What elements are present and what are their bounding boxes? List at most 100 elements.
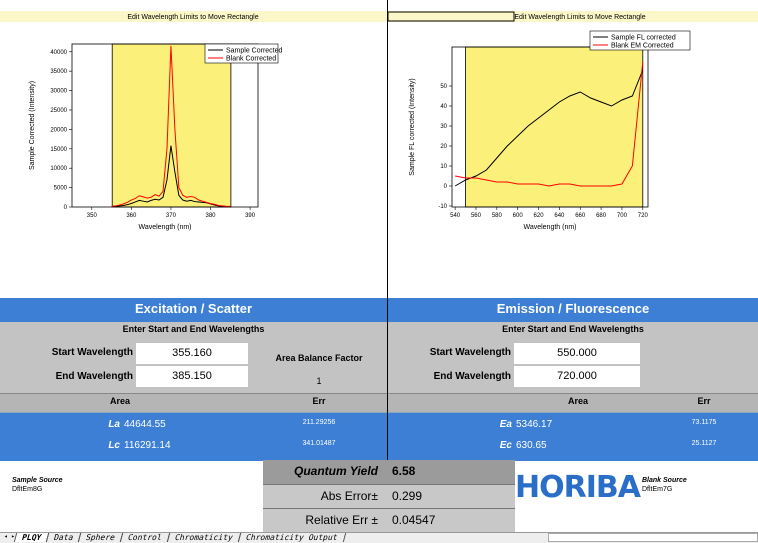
value: 0.04547	[392, 513, 436, 527]
row-line	[263, 508, 515, 509]
x-tick-label: 640	[554, 213, 565, 219]
x-tick-label: 600	[513, 213, 524, 219]
value: 1	[316, 376, 322, 386]
y-tick-label: 10000	[50, 166, 67, 172]
label: Start Wavelength	[429, 347, 511, 358]
value: 0.299	[392, 489, 423, 503]
row-label: Lc	[108, 440, 120, 451]
qy-row	[263, 460, 515, 484]
x-tick-label: 370	[166, 213, 177, 219]
x-tick-label: 720	[638, 213, 649, 219]
row-label: Ea	[499, 419, 512, 430]
x-tick-label: 700	[617, 213, 628, 219]
area-value: 44644.55	[124, 419, 166, 430]
y-axis-label: Sample Corrected (Intensity)	[29, 81, 36, 170]
value: DfltEm7G	[642, 486, 673, 493]
row-label: Ec	[499, 440, 512, 451]
y-tick-label: 40	[440, 104, 447, 110]
err-value: 73.1175	[691, 419, 717, 426]
y-tick-label: 50	[440, 84, 447, 90]
plots: Edit Wavelength Limits to Move Rectangle…	[0, 0, 758, 298]
legend	[589, 30, 691, 51]
table-header	[388, 393, 758, 412]
x-tick-label: 560	[471, 213, 482, 219]
table-header	[0, 393, 387, 412]
x-tick-label: 350	[87, 213, 98, 219]
y-tick-label: 0	[64, 205, 68, 211]
x-tick-label: 390	[245, 213, 256, 219]
column-header: Err	[697, 396, 711, 406]
legend-label: Sample Corrected	[226, 48, 283, 55]
column-header: Err	[312, 396, 326, 406]
area-value: 630.65	[516, 440, 547, 451]
x-tick-label: 680	[596, 213, 607, 219]
input[interactable]: 550.000	[514, 343, 640, 364]
y-tick-label: 20	[440, 144, 447, 150]
label: Abs Error±	[320, 489, 378, 503]
sheet-tab[interactable]: Control	[120, 533, 171, 542]
section-title: Emission / Fluorescence	[388, 298, 758, 322]
selection-rect	[111, 43, 232, 208]
x-tick-label: 380	[206, 213, 217, 219]
y-tick-label: 40000	[50, 50, 67, 56]
x-tick-label: 580	[492, 213, 503, 219]
y-tick-label: 10	[440, 164, 447, 170]
x-axis-label: Wavelength (nm)	[138, 224, 191, 231]
y-tick-label: -10	[438, 204, 447, 210]
label: Sample Source	[12, 477, 63, 484]
err-value: 341.01487	[302, 440, 336, 447]
tab-arrows[interactable]: ◂ ▸	[4, 533, 15, 540]
header-bar	[0, 11, 387, 22]
legend-label: Sample FL corrected	[611, 35, 676, 42]
y-tick-label: 0	[444, 184, 448, 190]
y-tick-label: 35000	[50, 69, 67, 75]
subtitle: Enter Start and End Wavelengths	[502, 324, 644, 334]
y-tick-label: 5000	[54, 186, 68, 192]
legend	[204, 43, 279, 64]
series-line	[454, 69, 644, 187]
sheet-tab[interactable]: Sphere	[78, 533, 124, 542]
legend-label: Blank EM Corrected	[611, 43, 674, 50]
area-value: 116291.14	[124, 440, 171, 451]
result-rows	[388, 412, 758, 461]
section-title: Excitation / Scatter	[0, 298, 387, 322]
tab-bar	[0, 532, 758, 543]
label: End Wavelength	[55, 371, 133, 382]
area-value: 5346.17	[516, 419, 553, 430]
divider	[387, 298, 388, 460]
input[interactable]: 720.000	[514, 366, 640, 387]
result-rows	[0, 412, 387, 461]
sheet-tab[interactable]: Chromaticity	[166, 533, 242, 542]
input[interactable]: 385.150	[136, 366, 248, 387]
tabs: ◂ ▸ PLQY Data Sphere Control Chromaticity Chr…	[4, 533, 346, 542]
scrollbar[interactable]	[548, 533, 758, 542]
err-value: 25.1127	[691, 440, 717, 447]
sheet-tab[interactable]: Chromaticity Output	[237, 533, 346, 542]
header-text: Edit Wavelength Limits to Move Rectangle	[514, 14, 645, 21]
plot-frame	[451, 46, 649, 208]
sheet-tab[interactable]: Data	[45, 533, 82, 542]
value: 6.58	[392, 464, 416, 478]
header-bar	[388, 11, 758, 22]
subtitle: Enter Start and End Wavelengths	[122, 324, 265, 334]
y-tick-label: 30	[440, 124, 447, 130]
column-header: Area	[567, 396, 588, 406]
label: Area Balance Factor	[275, 353, 363, 363]
x-tick-label: 360	[126, 213, 137, 219]
y-tick-label: 15000	[50, 147, 67, 153]
y-tick-label: 20000	[50, 127, 67, 133]
x-axis-label: Wavelength (nm)	[523, 224, 576, 231]
label: End Wavelength	[433, 371, 511, 382]
row-label: La	[108, 419, 120, 430]
x-tick-label: 620	[534, 213, 545, 219]
series-line	[455, 61, 644, 187]
selection-rect	[465, 46, 644, 208]
plot-frame	[71, 43, 259, 208]
sheet-tab[interactable]: PLQY	[13, 533, 50, 542]
input[interactable]: 355.160	[136, 343, 248, 364]
series-line	[111, 45, 231, 207]
y-axis-label: Sample FL corrected (Intensity)	[409, 78, 416, 175]
x-tick-label: 540	[450, 213, 461, 219]
err-value: 211.29256	[302, 419, 336, 426]
